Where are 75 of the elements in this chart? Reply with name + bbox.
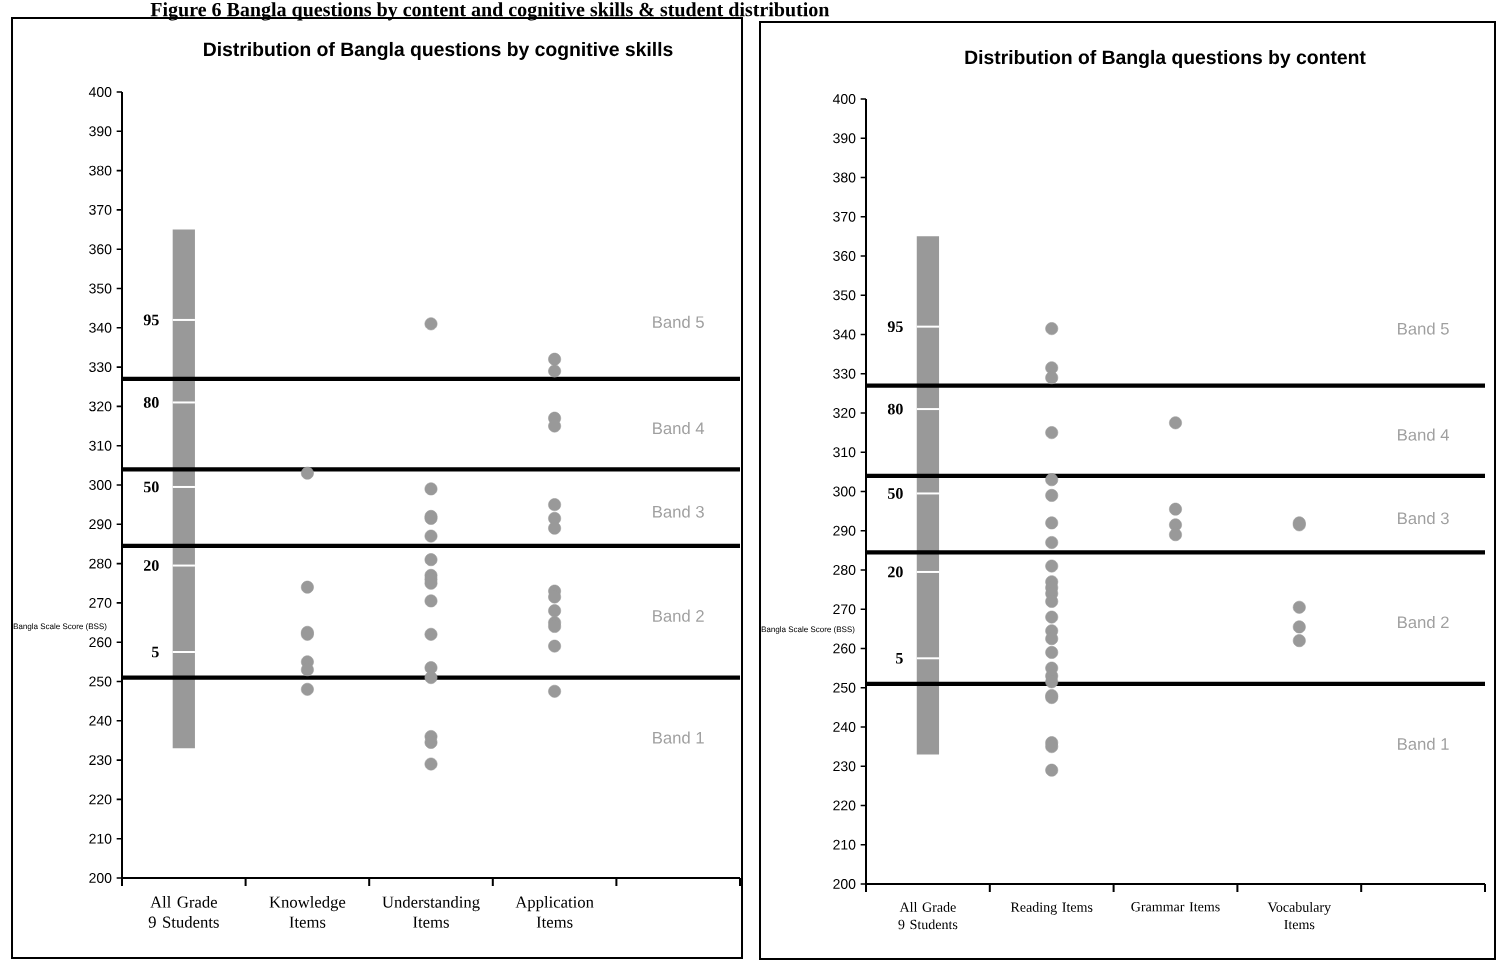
annotation: 5 [896, 652, 903, 664]
annotation: 50 [143, 481, 159, 493]
x-tick-label: All Grade 9 Students [898, 902, 958, 930]
y-tick-label: 310 [89, 440, 112, 451]
annotation: Band 1 [1398, 737, 1449, 750]
y-tick-label: 380 [833, 172, 856, 183]
x-tick-label: Understanding Items [382, 896, 480, 928]
annotation: 80 [887, 403, 903, 415]
annotation: 20 [888, 566, 903, 578]
y-tick-label: 360 [833, 251, 856, 261]
y-tick-label: 200 [89, 873, 112, 883]
y-tick-label: 400 [88, 87, 112, 97]
annotation: 50 [888, 488, 903, 499]
x-tick-label: All Grade 9 Students [148, 896, 219, 928]
x-tick-label: Vocabulary Items [1267, 902, 1332, 930]
y-tick-label: 210 [89, 833, 112, 844]
y-tick-label: 360 [89, 244, 112, 255]
y-axis-title: Bangla Scale Score (BSS) [761, 626, 855, 634]
annotation: Band 3 [1398, 511, 1449, 525]
annotation: Band 4 [653, 421, 705, 435]
chart-title: Distribution of Bangla questions by content [965, 49, 1366, 69]
y-tick-label: 370 [89, 204, 112, 215]
y-tick-label: 280 [833, 565, 856, 575]
y-tick-label: 270 [89, 597, 112, 608]
y-tick-label: 220 [89, 794, 112, 805]
y-tick-label: 230 [833, 761, 856, 772]
annotation: 80 [143, 397, 159, 408]
y-tick-label: 330 [833, 368, 856, 379]
y-tick-label: 210 [833, 839, 856, 850]
y-tick-label: 230 [89, 755, 112, 766]
y-tick-label: 340 [89, 322, 112, 333]
y-tick-label: 250 [89, 676, 112, 687]
y-tick-label: 280 [89, 558, 112, 569]
annotation: Band 5 [1398, 322, 1449, 335]
y-tick-label: 240 [833, 722, 856, 732]
x-tick-label: Grammar Items [1131, 902, 1220, 912]
annotation: 95 [887, 321, 903, 333]
y-tick-label: 220 [833, 800, 856, 811]
y-tick-label: 260 [89, 637, 112, 648]
y-tick-label: 340 [833, 329, 856, 340]
y-tick-label: 200 [833, 879, 856, 889]
annotation: Band 5 [653, 315, 704, 329]
y-tick-label: 290 [833, 525, 856, 536]
y-axis-title: Bangla Scale Score (BSS) [13, 623, 107, 631]
x-tick-label: Reading Items [1010, 902, 1093, 915]
y-tick-label: 400 [832, 94, 856, 104]
annotation: Band 2 [1398, 615, 1449, 629]
annotation: Band 3 [653, 505, 704, 518]
annotation: 20 [143, 560, 159, 571]
y-tick-label: 320 [833, 408, 856, 418]
annotation: Band 4 [1398, 428, 1449, 441]
y-tick-label: 350 [833, 290, 856, 301]
y-tick-label: 290 [89, 519, 112, 530]
y-tick-label: 310 [833, 447, 856, 458]
chart-title: Distribution of Bangla questions by cognitive skills [204, 41, 673, 61]
y-tick-label: 300 [833, 486, 856, 497]
x-tick-label: Application Items [515, 896, 594, 928]
y-tick-label: 300 [89, 480, 112, 490]
text: Figure 6 Bangla questions by content and cognitive skills & student distribution [150, 2, 830, 21]
y-tick-label: 270 [833, 604, 856, 615]
y-tick-label: 320 [89, 401, 112, 412]
annotation: Band 2 [653, 609, 704, 622]
annotation: 5 [151, 646, 159, 658]
y-tick-label: 380 [89, 165, 112, 176]
y-tick-label: 260 [833, 643, 856, 654]
y-tick-label: 330 [89, 362, 112, 373]
y-tick-label: 350 [89, 283, 112, 294]
y-tick-label: 250 [833, 682, 856, 693]
x-tick-label: Knowledge Items [269, 896, 346, 928]
y-tick-label: 390 [89, 126, 112, 137]
y-tick-label: 240 [89, 715, 112, 726]
y-tick-label: 370 [833, 211, 856, 222]
annotation: Band 1 [653, 731, 704, 744]
y-tick-label: 390 [833, 133, 856, 144]
annotation: 95 [143, 314, 159, 326]
